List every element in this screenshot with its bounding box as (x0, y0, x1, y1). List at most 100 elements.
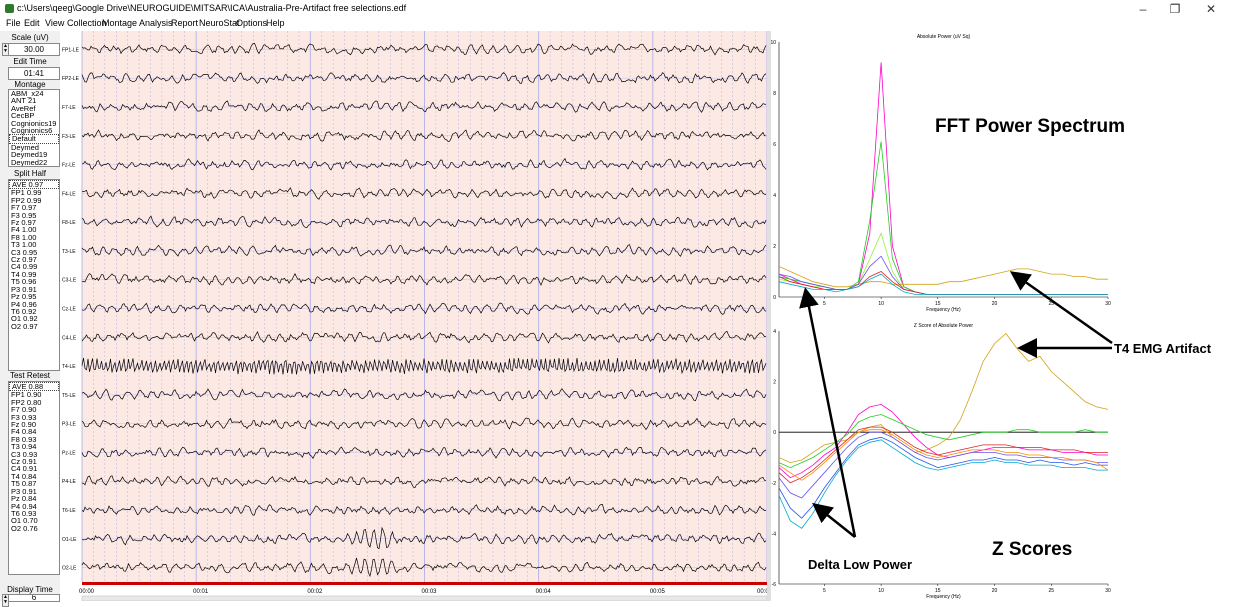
series-line (778, 62, 1108, 295)
channel-label: T4-LE (62, 364, 76, 370)
montage-list[interactable]: ABM_x24 ANT 21 AveRef CecBP Cognionics19 Cogn… (8, 89, 60, 167)
y-tick-label: 10 (771, 40, 776, 46)
scale-input[interactable]: 30.00 (8, 43, 60, 56)
split-half-item[interactable]: O2 0.97 (11, 321, 38, 331)
y-tick-label: 2 (773, 244, 776, 250)
y-tick-label: 8 (773, 91, 776, 97)
menu-file[interactable]: File (6, 18, 21, 28)
split-half-item[interactable]: F8 1.00 (11, 232, 37, 242)
test-retest-item[interactable]: AVE 0.88 (9, 382, 59, 392)
split-half-list[interactable]: AVE 0.97 FP1 0.99 FP2 0.99 F7 0.97 F3 0.95 Fz… (8, 179, 60, 371)
split-half-item[interactable]: P3 0.91 (11, 284, 37, 294)
eeg-trace-panel[interactable]: FP1-LE FP2-LE F7-LE F3-LE Fz-LE F4-LE F8-LE T3-… (62, 31, 767, 601)
menu-collection[interactable]: Collection (67, 18, 107, 28)
test-retest-list[interactable]: AVE 0.88 FP1 0.90 FP2 0.80 F7 0.90 F3 0.93 Fz… (8, 381, 60, 575)
time-axis-label: 00:02 (307, 589, 323, 595)
eeg-waveform (81, 215, 767, 228)
eeg-waveform (81, 273, 767, 286)
channel-label: Fz-LE (62, 163, 76, 169)
panel-divider[interactable] (767, 31, 771, 601)
channel-label: F8-LE (62, 220, 76, 226)
test-retest-item[interactable]: O1 0.70 (11, 516, 38, 526)
split-half-item[interactable]: T4 0.99 (11, 269, 37, 279)
display-time-label: Display Time (7, 585, 53, 594)
test-retest-item[interactable]: T4 0.84 (11, 471, 37, 481)
maximize-button[interactable]: ❐ (1169, 2, 1181, 16)
split-half-item[interactable]: F4 1.00 (11, 225, 37, 235)
eeg-waveform (81, 100, 767, 113)
test-retest-item[interactable]: C4 0.91 (11, 464, 38, 474)
split-half-item[interactable]: T3 1.00 (11, 240, 37, 250)
montage-list-item[interactable]: Cognionics6 (11, 126, 53, 136)
time-axis-label: 00:04 (536, 589, 552, 595)
series-line (778, 431, 1108, 499)
test-retest-item[interactable]: FP1 0.90 (11, 390, 42, 400)
montage-list-item[interactable]: Default (9, 134, 59, 144)
test-retest-item[interactable]: Cz 0.91 (11, 457, 37, 467)
channel-label: Cz-LE (62, 307, 77, 313)
montage-list-item[interactable]: ABM_x24 (11, 89, 44, 98)
y-tick-label: -6 (772, 582, 777, 588)
series-line (778, 439, 1108, 529)
test-retest-item[interactable]: F8 0.93 (11, 434, 37, 444)
minimize-button[interactable]: – (1139, 2, 1147, 16)
montage-list-item[interactable]: AveRef (11, 103, 36, 113)
split-half-item[interactable]: F3 0.95 (11, 210, 37, 220)
time-axis-label: 00:00 (79, 589, 95, 595)
menu-options[interactable]: Options (236, 18, 268, 28)
x-tick-label: 25 (1048, 588, 1054, 594)
test-retest-item[interactable]: T3 0.94 (11, 442, 37, 452)
test-retest-item[interactable]: C3 0.93 (11, 449, 38, 459)
montage-list-item[interactable]: Deymed (11, 142, 39, 152)
menu-help[interactable]: Help (266, 18, 285, 28)
menu-analysis[interactable]: Analysis (139, 18, 173, 28)
split-half-item[interactable]: Cz 0.97 (11, 255, 37, 265)
menu-report[interactable]: Report (171, 18, 199, 28)
menu-edit[interactable]: Edit (24, 18, 40, 28)
chart-title: Z Score of Absolute Power (914, 323, 974, 329)
montage-label: Montage (14, 80, 46, 89)
test-retest-item[interactable]: O2 0.76 (11, 523, 38, 533)
series-line (778, 426, 1108, 484)
split-half-item[interactable]: T5 0.96 (11, 277, 37, 287)
channel-label: T5-LE (62, 393, 76, 399)
close-button[interactable]: ✕ (1205, 2, 1217, 16)
split-half-item[interactable]: FP2 0.99 (11, 195, 42, 205)
test-retest-item[interactable]: P4 0.94 (11, 501, 37, 511)
split-half-item[interactable]: Pz 0.95 (11, 292, 37, 302)
split-half-item[interactable]: AVE 0.97 (9, 180, 59, 190)
split-half-item[interactable]: F7 0.97 (11, 203, 37, 213)
test-retest-item[interactable]: P3 0.91 (11, 486, 37, 496)
time-axis-label: 00:01 (193, 589, 209, 595)
split-half-item[interactable]: T6 0.92 (11, 306, 37, 316)
menu-view[interactable]: View (45, 18, 65, 28)
split-half-item[interactable]: FP1 0.99 (11, 188, 42, 198)
y-tick-label: 0 (773, 295, 776, 301)
test-retest-item[interactable]: T5 0.87 (11, 479, 37, 489)
test-retest-item[interactable]: F4 0.84 (11, 427, 37, 437)
split-half-item[interactable]: Fz 0.97 (11, 218, 37, 228)
montage-list-item[interactable]: CecBP (11, 111, 35, 121)
test-retest-item[interactable]: Fz 0.90 (11, 420, 37, 430)
t4-emg-artifact-annotation: T4 EMG Artifact (1114, 341, 1212, 356)
split-half-item[interactable]: O1 0.92 (11, 314, 38, 324)
test-retest-item[interactable]: T6 0.93 (11, 508, 37, 518)
montage-list-item[interactable]: Deymed22 (11, 157, 48, 167)
test-retest-item[interactable]: F3 0.93 (11, 412, 37, 422)
montage-list-item[interactable]: Deymed19 (11, 150, 48, 160)
channel-label: F3-LE (62, 134, 76, 140)
split-half-item[interactable]: C3 0.95 (11, 247, 38, 257)
split-half-item[interactable]: P4 0.96 (11, 299, 37, 309)
eeg-waveform (81, 417, 767, 431)
channel-label: C4-LE (62, 335, 77, 341)
eeg-waveform (81, 187, 767, 200)
menu-neurostat[interactable]: NeuroStat (199, 18, 240, 28)
test-retest-item[interactable]: Pz 0.84 (11, 494, 37, 504)
montage-list-item[interactable]: ANT 21 (11, 96, 37, 106)
test-retest-item[interactable]: FP2 0.80 (11, 397, 42, 407)
montage-list-item[interactable]: Cognionics19 (11, 118, 57, 128)
split-half-item[interactable]: C4 0.99 (11, 262, 38, 272)
menu-montage[interactable]: Montage (102, 18, 138, 28)
test-retest-item[interactable]: F7 0.90 (11, 405, 37, 415)
channel-label: T3-LE (62, 249, 76, 255)
